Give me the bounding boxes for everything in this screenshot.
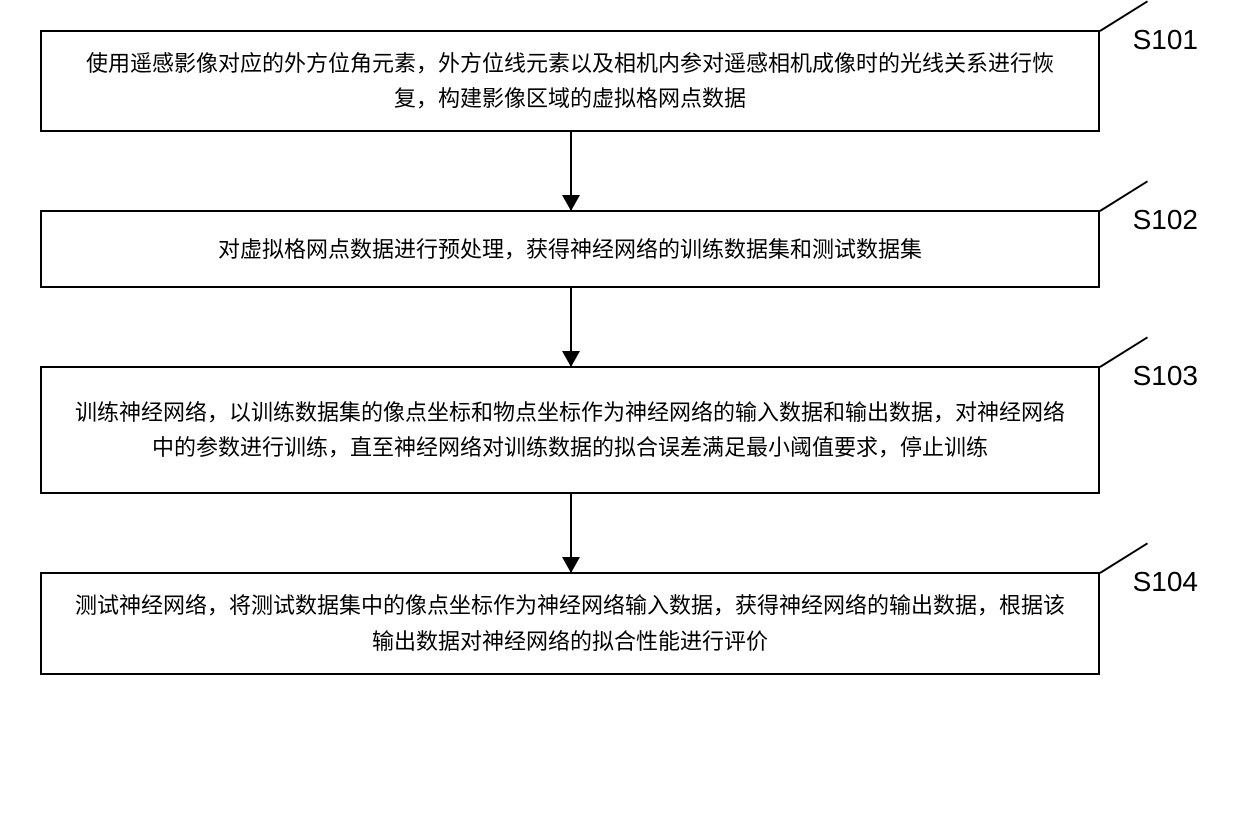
step-text: 测试神经网络，将测试数据集中的像点坐标作为神经网络输入数据，获得神经网络的输出数… [66,588,1074,658]
arrow-down-icon [570,132,572,210]
arrow-down-icon [570,288,572,366]
step-box-1: 使用遥感影像对应的外方位角元素，外方位线元素以及相机内参对遥感相机成像时的光线关… [40,30,1100,132]
step-box-4: 测试神经网络，将测试数据集中的像点坐标作为神经网络输入数据，获得神经网络的输出数… [40,572,1100,674]
step-label: S101 [1133,18,1198,63]
step-label: S103 [1133,354,1198,399]
step-text: 对虚拟格网点数据进行预处理，获得神经网络的训练数据集和测试数据集 [218,232,922,267]
step-row: 测试神经网络，将测试数据集中的像点坐标作为神经网络输入数据，获得神经网络的输出数… [40,572,1200,674]
step-box-3: 训练神经网络，以训练数据集的像点坐标和物点坐标作为神经网络的输入数据和输出数据，… [40,366,1100,494]
arrow-down-icon [570,494,572,572]
flowchart-container: 使用遥感影像对应的外方位角元素，外方位线元素以及相机内参对遥感相机成像时的光线关… [40,30,1200,675]
step-label: S104 [1133,560,1198,605]
step-row: 使用遥感影像对应的外方位角元素，外方位线元素以及相机内参对遥感相机成像时的光线关… [40,30,1200,132]
step-row: 训练神经网络，以训练数据集的像点坐标和物点坐标作为神经网络的输入数据和输出数据，… [40,366,1200,494]
step-row: 对虚拟格网点数据进行预处理，获得神经网络的训练数据集和测试数据集 S102 [40,210,1200,288]
step-text: 训练神经网络，以训练数据集的像点坐标和物点坐标作为神经网络的输入数据和输出数据，… [66,395,1074,465]
step-text: 使用遥感影像对应的外方位角元素，外方位线元素以及相机内参对遥感相机成像时的光线关… [66,46,1074,116]
step-box-2: 对虚拟格网点数据进行预处理，获得神经网络的训练数据集和测试数据集 S102 [40,210,1100,288]
step-label: S102 [1133,198,1198,243]
